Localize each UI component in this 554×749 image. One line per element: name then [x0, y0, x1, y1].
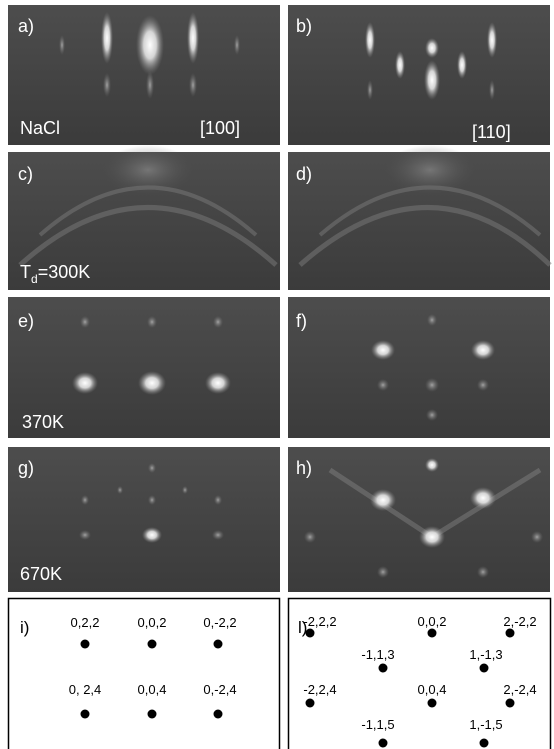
annotation: 670K — [20, 564, 62, 584]
node-label: 1,-1,5 — [469, 717, 502, 732]
node-label: -2,2,2 — [303, 614, 336, 629]
node-label: -2,2,4 — [303, 682, 336, 697]
node-label: 0,0,4 — [418, 682, 447, 697]
node-label: 0,0,2 — [418, 614, 447, 629]
panel-label: f) — [296, 311, 307, 331]
figure: a) b) c) d) e) f) g) h) NaCl [100] [110]… — [0, 0, 554, 749]
node-label: 0,-2,4 — [203, 682, 236, 697]
node-dot — [379, 664, 388, 673]
node-label: 0,2,2 — [71, 615, 100, 630]
panel-label: c) — [18, 164, 33, 184]
annotation: [110] — [472, 122, 511, 142]
panel-label: d) — [296, 164, 312, 184]
node-label: 0, 2,4 — [69, 682, 102, 697]
node-label: 1,-1,3 — [469, 647, 502, 662]
annotation: 370K — [22, 412, 64, 432]
node-label: 0,-2,2 — [203, 615, 236, 630]
node-label: -1,1,3 — [361, 647, 394, 662]
node-dot — [148, 710, 157, 719]
panel-label: e) — [18, 311, 34, 331]
node-dot — [306, 629, 315, 638]
node-dot — [428, 699, 437, 708]
panel-label: a) — [18, 16, 34, 36]
panel-label: h) — [296, 458, 312, 478]
node-label: -1,1,5 — [361, 717, 394, 732]
node-dot — [81, 640, 90, 649]
node-dot — [148, 640, 157, 649]
node-dot — [214, 710, 223, 719]
node-dot — [379, 739, 388, 748]
node-dot — [480, 664, 489, 673]
node-dot — [506, 699, 515, 708]
node-label: 0,0,4 — [138, 682, 167, 697]
node-label: 0,0,2 — [138, 615, 167, 630]
annotation-part: T — [20, 262, 31, 282]
panel-label: i) — [20, 618, 29, 637]
node-dot — [480, 739, 489, 748]
node-dot — [81, 710, 90, 719]
page: {"panels": ["a)", "b)", "c)", "d)", "e)"… — [0, 0, 554, 749]
panel-label: g) — [18, 458, 34, 478]
annotation: [100] — [200, 118, 240, 138]
node-label: 2,-2,2 — [503, 614, 536, 629]
node-dot — [428, 629, 437, 638]
annotation: NaCl — [20, 118, 60, 138]
panel-images — [8, 5, 550, 592]
node-dot — [306, 699, 315, 708]
annotation-part: d — [31, 272, 38, 286]
node-label: 2,-2,4 — [503, 682, 536, 697]
annotation-part: =300K — [38, 262, 91, 282]
panel-label: b) — [296, 16, 312, 36]
node-dot — [214, 640, 223, 649]
node-dot — [506, 629, 515, 638]
